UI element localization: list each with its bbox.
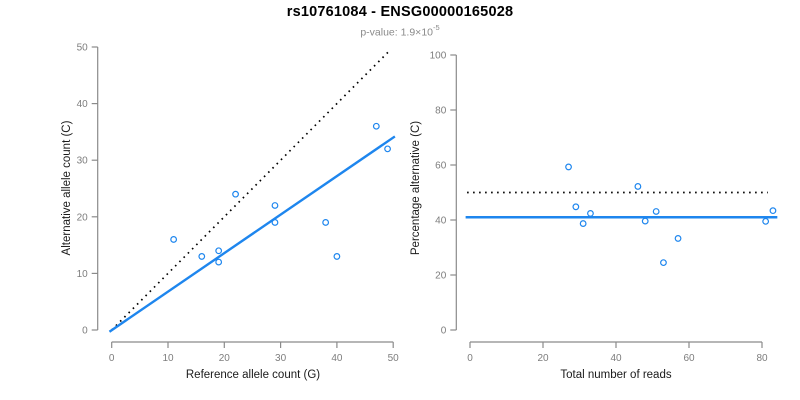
y-tick-label: 50 bbox=[77, 43, 89, 54]
y-tick-label: 100 bbox=[430, 51, 447, 62]
left-x-axis-title: Reference allele count (G) bbox=[185, 369, 321, 381]
x-tick-label: 50 bbox=[388, 353, 400, 364]
y-tick-label: 40 bbox=[77, 99, 89, 110]
x-tick-label: 60 bbox=[683, 353, 695, 364]
data-point bbox=[674, 235, 682, 242]
x-tick-label: 30 bbox=[275, 353, 287, 364]
y-tick-label: 0 bbox=[441, 326, 447, 337]
data-point bbox=[232, 190, 239, 198]
y-tick-label: 30 bbox=[77, 156, 89, 167]
data-point bbox=[587, 209, 594, 217]
data-point bbox=[579, 220, 587, 227]
data-point bbox=[215, 247, 223, 255]
allele-counts-scatter-plot: 0 10 20 30 40 50 0 10 20 30 40 50 bbox=[77, 43, 400, 365]
data-point bbox=[271, 202, 279, 209]
data-point bbox=[572, 203, 580, 211]
y-tick-label: 10 bbox=[77, 269, 89, 280]
data-point bbox=[322, 219, 330, 226]
y-tick-label: 40 bbox=[435, 216, 447, 227]
data-point bbox=[565, 163, 572, 171]
x-tick-label: 20 bbox=[219, 353, 231, 364]
x-tick-label: 80 bbox=[756, 353, 768, 364]
figure-subtitle: p-value: 1.9×10-5 bbox=[0, 23, 800, 39]
fit-line bbox=[108, 135, 396, 333]
data-point bbox=[769, 207, 777, 215]
data-point bbox=[170, 236, 178, 243]
y-tick-label: 80 bbox=[435, 106, 447, 117]
data-point bbox=[271, 219, 279, 226]
data-point bbox=[215, 258, 223, 266]
left-y-axis-title: Alternative allele count (C) bbox=[61, 120, 73, 256]
figure-title: rs10761084 - ENSG00000165028 bbox=[286, 4, 514, 20]
data-point bbox=[634, 183, 642, 190]
x-tick-label: 40 bbox=[331, 353, 343, 364]
right-y-axis-title: Percentage alternative (C) bbox=[410, 120, 422, 256]
y-tick-label: 20 bbox=[435, 271, 447, 282]
data-point bbox=[384, 145, 391, 153]
x-tick-label: 10 bbox=[162, 353, 174, 364]
x-tick-label: 40 bbox=[610, 353, 622, 364]
identity-line bbox=[111, 50, 390, 331]
data-point bbox=[198, 253, 206, 260]
y-tick-label: 20 bbox=[77, 212, 89, 223]
percentage-alternative-scatter-plot: 0 20 40 60 80 100 0 20 40 60 80 bbox=[430, 51, 778, 364]
x-tick-label: 20 bbox=[537, 353, 549, 364]
data-point bbox=[333, 253, 341, 260]
y-tick-label: 60 bbox=[435, 161, 447, 172]
p-value-label: p-value: 1.9×10 bbox=[360, 26, 433, 39]
x-tick-label: 0 bbox=[467, 353, 473, 364]
y-tick-label: 0 bbox=[82, 326, 88, 337]
data-point bbox=[660, 259, 667, 267]
x-tick-label: 0 bbox=[109, 353, 115, 364]
data-point bbox=[762, 217, 770, 225]
data-point bbox=[372, 122, 380, 130]
p-value-exponent: -5 bbox=[433, 23, 440, 32]
data-point bbox=[652, 208, 660, 215]
data-point bbox=[641, 217, 649, 225]
right-x-axis-title: Total number of reads bbox=[560, 369, 672, 381]
